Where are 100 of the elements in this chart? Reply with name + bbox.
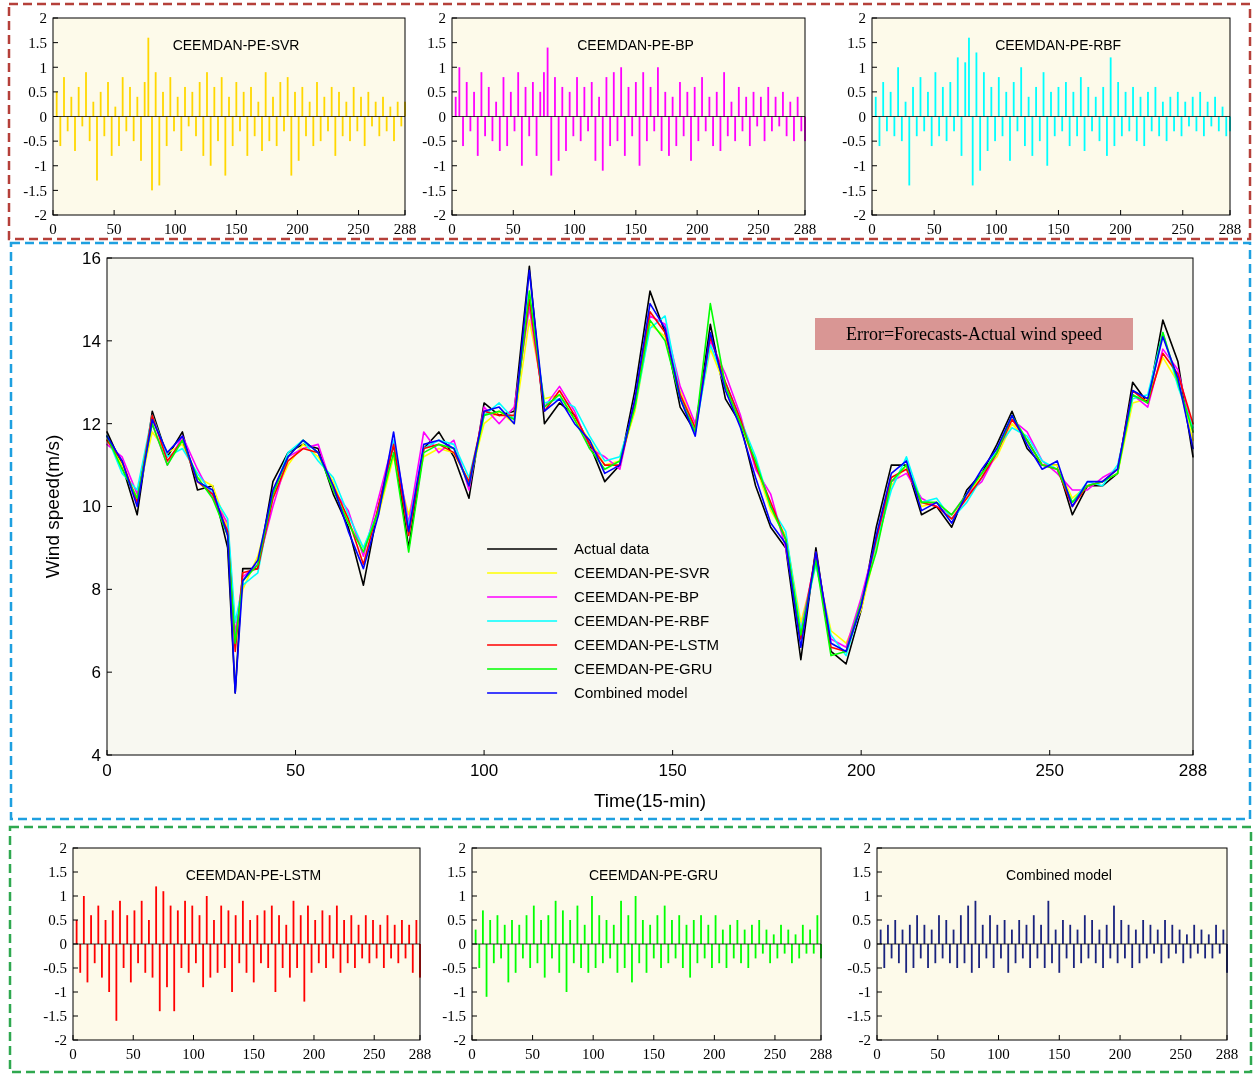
x-tick-label: 50 (525, 1046, 541, 1062)
y-tick-label: -1 (34, 158, 47, 174)
y-tick-label: 0 (863, 936, 871, 953)
y-tick-label: -2 (54, 1032, 67, 1049)
y-tick-label: 0 (39, 108, 47, 125)
y-tick-label: 1.5 (48, 864, 67, 881)
legend-label: CEEMDAN-PE-BP (574, 588, 700, 606)
x-tick-label: 150 (624, 221, 648, 237)
y-tick-label: 1.5 (847, 34, 866, 51)
text: CEEMDAN-PE-BP (577, 37, 694, 53)
x-tick-label: 200 (1108, 1046, 1132, 1062)
y-tick-label: -1 (433, 158, 446, 174)
x-tick-label: 200 (302, 1046, 326, 1062)
y-tick-label: 1.5 (28, 34, 47, 51)
x-tick-label: 200 (685, 221, 709, 237)
text: Combined model (1006, 867, 1112, 883)
y-tick-label: -0.5 (43, 960, 67, 977)
annotation: Error=Forecasts-Actual wind speed (845, 324, 1103, 345)
y-tick-label: -2 (453, 1032, 466, 1049)
x-tick-label: 200 (286, 221, 309, 237)
y-tick-label: -1.5 (43, 1008, 67, 1025)
x-tick-label: 288 (809, 1046, 833, 1062)
legend-label: CEEMDAN-PE-LSTM (574, 636, 720, 654)
y-tick-label: 8 (91, 580, 101, 600)
y-tick-label: -1 (858, 984, 871, 1001)
y-tick-label: 1 (858, 59, 866, 76)
x-tick-label: 200 (703, 1046, 726, 1062)
x-tick-label: 150 (225, 221, 248, 237)
x-tick-label: 150 (1048, 1046, 1071, 1062)
x-tick-label: 50 (125, 1046, 141, 1062)
y-tick-label: 0 (59, 936, 67, 953)
x-tick-label: 0 (873, 1046, 881, 1062)
x-tick-label: 250 (763, 1046, 787, 1062)
y-tick-label: 2 (863, 840, 871, 857)
y-tick-label: 1 (458, 888, 466, 905)
y-tick-label: -0.5 (422, 133, 446, 150)
x-tick-label: 200 (1109, 221, 1132, 237)
y-tick-label: 1 (863, 888, 871, 905)
y-tick-label: 14 (82, 331, 101, 351)
x-tick-label: 100 (469, 761, 499, 780)
y-tick-label: -0.5 (842, 133, 866, 150)
text: CEEMDAN-PE-RBF (995, 37, 1122, 53)
y-tick-label: -1 (54, 984, 67, 1001)
x-tick-label: 200 (846, 761, 876, 780)
x-tick-label: 100 (563, 221, 586, 237)
legend-label: CEEMDAN-PE-GRU (574, 660, 713, 678)
x-tick-label: 0 (468, 1046, 476, 1062)
y-tick-label: 1.5 (852, 864, 871, 881)
y-tick-label: 12 (82, 414, 101, 434)
y-tick-label: -0.5 (23, 133, 47, 150)
y-tick-label: 0 (458, 936, 466, 953)
text: CEEMDAN-PE-GRU (588, 867, 719, 883)
y-tick-label: -2 (433, 207, 446, 224)
y-tick-label: -1 (853, 158, 866, 174)
y-tick-label: -1.5 (842, 182, 866, 199)
y-axis-title: Wind speed(m/s) (42, 434, 63, 579)
x-tick-label: 250 (362, 1046, 386, 1062)
y-tick-label: 0 (438, 108, 446, 125)
y-tick-label: -1.5 (422, 182, 446, 199)
y-tick-label: 1.5 (427, 34, 446, 51)
y-tick-label: 0.5 (852, 912, 871, 929)
y-tick-label: -1.5 (847, 1008, 871, 1025)
x-tick-label: 288 (393, 221, 417, 237)
y-tick-label: -1.5 (442, 1008, 466, 1025)
y-tick-label: 2 (458, 840, 466, 857)
legend-label: CEEMDAN-PE-SVR (574, 564, 711, 582)
x-axis-title: Time(15-min) (593, 790, 707, 811)
y-tick-label: -0.5 (847, 960, 871, 977)
x-tick-label: 50 (106, 221, 122, 237)
y-tick-label: -2 (853, 207, 866, 224)
y-tick-label: -1.5 (23, 182, 47, 199)
y-tick-label: 0.5 (427, 84, 446, 101)
y-tick-label: 2 (39, 10, 47, 27)
x-tick-label: 150 (658, 761, 687, 780)
x-tick-label: 50 (505, 221, 521, 237)
x-tick-label: 100 (182, 1046, 205, 1062)
x-tick-label: 288 (1215, 1046, 1239, 1062)
legend-label: Combined model (574, 684, 688, 702)
x-tick-label: 150 (642, 1046, 666, 1062)
x-tick-label: 50 (930, 1046, 946, 1062)
y-tick-label: 1 (438, 59, 446, 76)
x-tick-label: 250 (1171, 221, 1195, 237)
y-tick-label: 10 (82, 497, 101, 517)
x-tick-label: 288 (793, 221, 817, 237)
y-tick-label: 1 (59, 888, 67, 905)
y-tick-label: -0.5 (442, 960, 466, 977)
y-tick-label: -1 (453, 984, 466, 1001)
x-tick-label: 100 (163, 221, 187, 237)
y-tick-label: 0 (858, 108, 866, 125)
x-tick-label: 150 (1047, 221, 1070, 237)
x-tick-label: 288 (1178, 761, 1208, 780)
y-tick-label: -2 (34, 207, 47, 224)
x-tick-label: 100 (581, 1046, 605, 1062)
y-tick-label: 2 (438, 10, 446, 27)
y-tick-label: 0.5 (48, 912, 67, 929)
y-tick-label: 0.5 (447, 912, 466, 929)
text: CEEMDAN-PE-SVR (172, 37, 300, 53)
x-tick-label: 250 (1169, 1046, 1193, 1062)
y-tick-label: 6 (91, 663, 101, 683)
y-tick-label: 1 (39, 59, 47, 76)
